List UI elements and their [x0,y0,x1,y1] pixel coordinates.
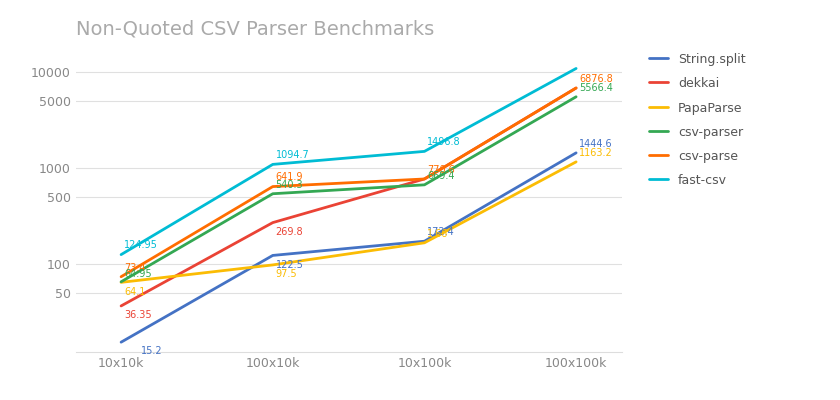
Text: 1.66: 1.66 [428,229,449,239]
Text: 64.95: 64.95 [123,269,151,279]
Text: 122.5: 122.5 [276,260,303,270]
Line: dekkai: dekkai [121,88,576,306]
Text: 1163.2: 1163.2 [579,148,612,158]
String.split [268,253,278,258]
Line: String.split: String.split [121,153,576,342]
csv-parser [116,280,126,284]
Legend: String.split, dekkai, PapaParse, csv-parser, csv-parse, fast-csv: String.split, dekkai, PapaParse, csv-par… [644,48,751,192]
Text: 669.4: 669.4 [428,171,454,181]
Line: PapaParse: PapaParse [121,162,576,282]
Line: csv-parser: csv-parser [121,97,576,282]
Line: csv-parse: csv-parse [121,88,576,277]
csv-parse [116,274,126,279]
Text: 540.3: 540.3 [276,180,303,190]
csv-parser [419,182,429,187]
Text: 269.8: 269.8 [276,227,303,237]
Text: 64.1: 64.1 [123,286,145,296]
dekkai [268,220,278,225]
String.split [571,150,581,155]
Text: Non-Quoted CSV Parser Benchmarks: Non-Quoted CSV Parser Benchmarks [76,19,433,38]
dekkai [419,176,429,181]
Text: 1444.6: 1444.6 [579,139,612,149]
PapaParse [116,280,126,285]
dekkai [116,304,126,308]
fast-csv [268,162,278,167]
Text: 36.35: 36.35 [123,310,151,320]
Text: 770.6: 770.6 [428,165,455,175]
PapaParse [571,160,581,164]
String.split [419,239,429,244]
Text: 5566.4: 5566.4 [579,83,612,93]
csv-parse [268,184,278,189]
Text: 73.4: 73.4 [123,262,145,272]
fast-csv [571,66,581,71]
csv-parse [571,86,581,90]
Text: 1094.7: 1094.7 [276,150,309,160]
String.split [116,340,126,344]
csv-parse [419,176,429,181]
fast-csv [419,149,429,154]
dekkai [571,86,581,90]
PapaParse [268,262,278,267]
Text: 641.9: 641.9 [276,172,303,182]
Text: 97.5: 97.5 [276,269,297,279]
Text: 172.4: 172.4 [428,227,455,237]
Text: 6876.8: 6876.8 [579,74,612,84]
Text: 124.95: 124.95 [123,240,158,250]
csv-parser [571,94,581,99]
fast-csv [116,252,126,257]
Text: 15.2: 15.2 [140,346,162,356]
Line: fast-csv: fast-csv [121,68,576,255]
csv-parser [268,191,278,196]
PapaParse [419,240,429,245]
Text: 1496.8: 1496.8 [428,137,461,147]
